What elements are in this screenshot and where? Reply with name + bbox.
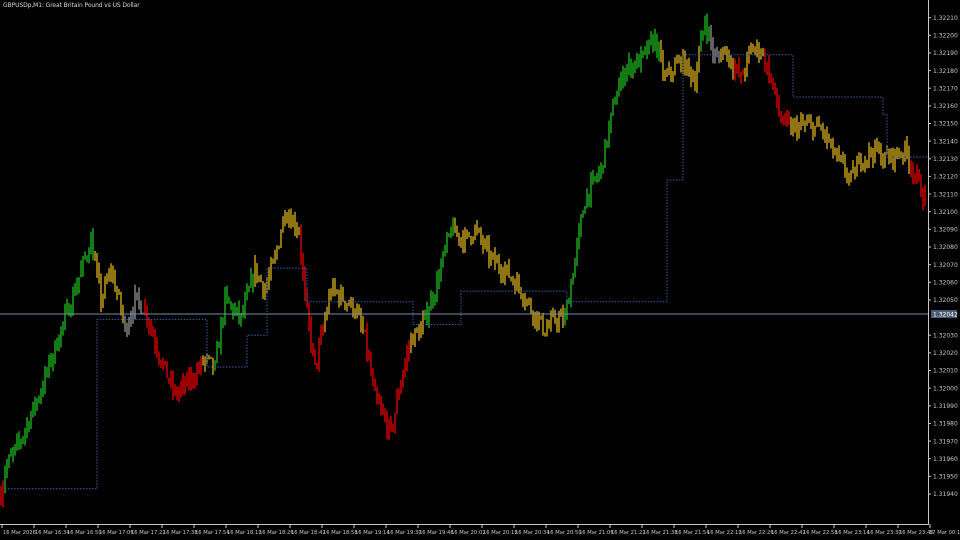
x-tick-label: 16 Mar 20:02	[451, 530, 486, 536]
y-tick-label: 1.32090	[933, 227, 958, 234]
x-tick-label: 16 Mar 16:34	[35, 530, 70, 536]
y-tick-label: 1.32150	[933, 121, 958, 128]
x-tick-label: 16 Mar 23:46	[899, 530, 934, 536]
y-tick-label: 1.32100	[933, 209, 958, 216]
y-tick-label: 1.31960	[933, 456, 958, 463]
chart-title: GBPUSDp,M1: Great Britain Pound vs US Do…	[3, 2, 140, 9]
current-price-label: 1.32042	[933, 311, 958, 318]
x-tick-label: 16 Mar 17:22	[131, 530, 166, 536]
y-tick-label: 1.32050	[933, 297, 958, 304]
x-tick-label: 16 Mar 18:26	[259, 530, 294, 536]
y-tick-label: 1.32070	[933, 262, 958, 269]
y-tick-label: 1.32190	[933, 50, 958, 57]
x-tick-label: 16 Mar 22:58	[803, 530, 838, 536]
x-tick-label: 16 Mar 16:50	[67, 530, 102, 536]
y-tick-label: 1.31940	[933, 491, 958, 498]
y-tick-label: 1.32020	[933, 350, 958, 357]
x-tick-label: 16 Mar 2026	[3, 530, 36, 536]
x-tick-label: 16 Mar 17:06	[99, 530, 134, 536]
y-tick-label: 1.32110	[933, 191, 958, 198]
x-tick-label: 16 Mar 17:54	[195, 530, 230, 536]
x-tick-label: 16 Mar 19:30	[387, 530, 422, 536]
y-tick-label: 1.32200	[933, 32, 958, 39]
x-tick-label: 16 Mar 18:58	[323, 530, 358, 536]
y-tick-label: 1.32140	[933, 138, 958, 145]
y-tick-label: 1.32160	[933, 103, 958, 110]
y-tick-label: 1.32120	[933, 174, 958, 181]
x-tick-label: 16 Mar 20:34	[515, 530, 550, 536]
y-tick-label: 1.31970	[933, 438, 958, 445]
y-tick-label: 1.32170	[933, 85, 958, 92]
y-tick-label: 1.31980	[933, 421, 958, 428]
x-tick-label: 16 Mar 19:14	[355, 530, 390, 536]
y-tick-label: 1.32180	[933, 68, 958, 75]
x-tick-label-last: 17 Mar 00:15	[929, 530, 960, 536]
y-tick-label: 1.31990	[933, 403, 958, 410]
y-tick-label: 1.32080	[933, 244, 958, 251]
x-tick-label: 16 Mar 20:18	[483, 530, 518, 536]
y-tick-label: 1.32000	[933, 385, 958, 392]
y-tick-label: 1.32060	[933, 279, 958, 286]
x-tick-label: 16 Mar 22:42	[771, 530, 806, 536]
x-tick-label: 16 Mar 21:06	[579, 530, 614, 536]
x-tick-label: 16 Mar 19:46	[419, 530, 454, 536]
x-tick-label: 16 Mar 20:50	[547, 530, 582, 536]
y-tick-label: 1.32010	[933, 368, 958, 375]
price-axis: 1.32210 1.32200 1.32190 1.32180 1.32170 1.321…	[928, 15, 958, 498]
x-tick-label: 16 Mar 23:30	[867, 530, 902, 536]
x-tick-label: 16 Mar 21:38	[643, 530, 678, 536]
y-tick-label: 1.32130	[933, 156, 958, 163]
price-bars	[0, 13, 926, 508]
y-tick-label: 1.32210	[933, 15, 958, 22]
y-tick-label: 1.31950	[933, 474, 958, 481]
x-tick-label: 16 Mar 17:38	[163, 530, 198, 536]
x-tick-label: 16 Mar 21:22	[611, 530, 646, 536]
x-tick-label: 16 Mar 22:10	[707, 530, 742, 536]
x-tick-label: 16 Mar 18:10	[227, 530, 262, 536]
x-tick-label: 16 Mar 18:42	[291, 530, 326, 536]
current-price-box	[931, 310, 957, 319]
y-tick-label: 1.32030	[933, 332, 958, 339]
x-tick-label: 16 Mar 21:54	[675, 530, 710, 536]
x-tick-label: 16 Mar 23:14	[835, 530, 870, 536]
step-line	[5, 54, 935, 490]
x-tick-label: 16 Mar 22:26	[739, 530, 774, 536]
